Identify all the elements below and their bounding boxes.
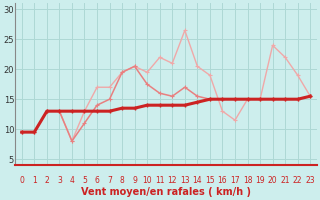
- X-axis label: Vent moyen/en rafales ( km/h ): Vent moyen/en rafales ( km/h ): [81, 187, 251, 197]
